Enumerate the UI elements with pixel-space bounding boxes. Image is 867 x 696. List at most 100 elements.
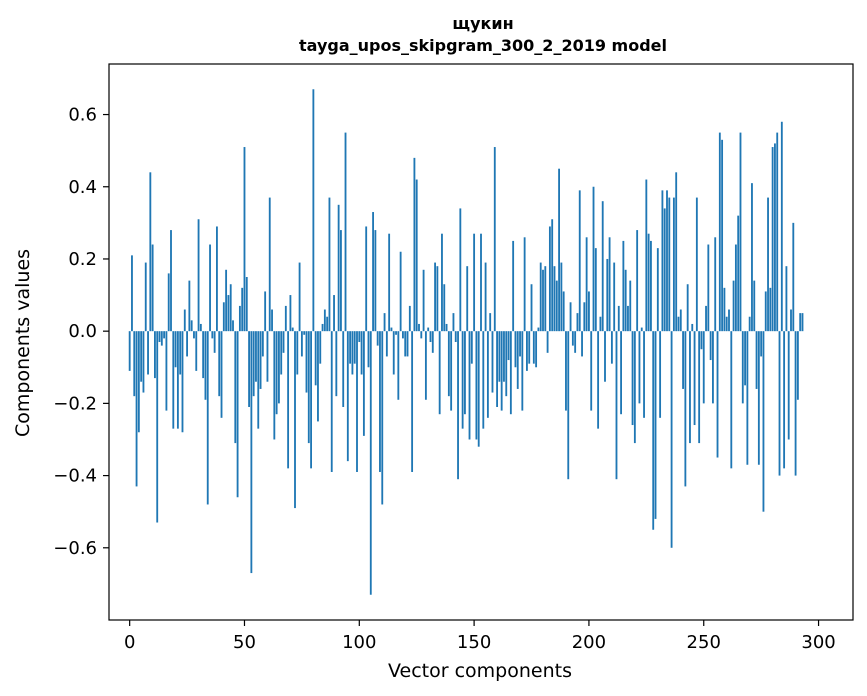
- y-axis-ticks: −0.6 −0.4 −0.2 0.0 0.2 0.4 0.6: [53, 105, 109, 559]
- bar-104: [367, 331, 370, 368]
- bar-132: [431, 331, 434, 353]
- bar-175: [530, 284, 533, 332]
- bar-160: [496, 331, 498, 407]
- bar-182: [546, 331, 549, 353]
- bar-176: [532, 331, 535, 364]
- bar-112: [385, 331, 388, 357]
- bar-278: [767, 197, 769, 332]
- bar-279: [769, 287, 772, 332]
- bar-179: [539, 262, 542, 332]
- bar-237: [672, 197, 675, 332]
- bar-270: [748, 316, 751, 332]
- bar-226: [647, 233, 650, 332]
- bar-197: [581, 331, 583, 357]
- bar-170: [519, 331, 521, 357]
- bar-177: [535, 331, 538, 368]
- x-tick-label: 200: [572, 632, 606, 653]
- bar-53: [250, 331, 253, 574]
- bar-84: [321, 323, 324, 332]
- bar-48: [238, 305, 241, 332]
- bar-96: [349, 331, 352, 364]
- bar-123: [411, 331, 414, 472]
- bar-126: [418, 323, 420, 332]
- bar-218: [629, 280, 632, 332]
- bar-193: [571, 331, 574, 346]
- x-axis-ticks: 0 50 100 150 200 250 300: [124, 620, 836, 653]
- x-tick-label: 150: [457, 632, 491, 653]
- bar-292: [799, 313, 802, 332]
- bar-152: [477, 331, 480, 447]
- x-tick-label: 250: [687, 632, 721, 653]
- bar-98: [353, 331, 356, 364]
- bar-89: [333, 295, 335, 332]
- bar-150: [473, 233, 476, 332]
- bar-113: [388, 233, 391, 332]
- bar-92: [340, 230, 342, 332]
- bar-163: [503, 331, 505, 382]
- bar-272: [753, 280, 756, 332]
- bar-37: [213, 331, 216, 353]
- bar-129: [424, 331, 427, 400]
- bar-20: [174, 331, 177, 368]
- bar-261: [728, 309, 730, 332]
- bar-100: [358, 331, 361, 342]
- bar-184: [551, 219, 554, 332]
- bar-198: [583, 302, 586, 332]
- bar-35: [209, 244, 211, 332]
- bar-205: [599, 316, 602, 332]
- bar-27: [190, 320, 193, 332]
- bar-166: [509, 331, 512, 415]
- bar-273: [755, 331, 758, 389]
- bar-164: [505, 331, 508, 397]
- bar-128: [422, 269, 425, 332]
- bar-124: [413, 157, 416, 332]
- bar-285: [783, 331, 786, 469]
- bar-287: [787, 331, 790, 440]
- bar-251: [705, 305, 707, 332]
- bar-43: [227, 295, 230, 332]
- bar-168: [514, 331, 517, 368]
- bar-262: [730, 331, 733, 469]
- bar-139: [447, 331, 450, 397]
- bar-254: [712, 331, 714, 404]
- bar-22: [179, 331, 182, 375]
- bar-16: [165, 331, 168, 411]
- bar-116: [395, 331, 397, 335]
- bar-259: [723, 287, 726, 332]
- bar-162: [500, 331, 503, 411]
- bar-115: [392, 331, 395, 375]
- bar-18: [170, 230, 172, 332]
- bar-247: [695, 197, 698, 332]
- bar-264: [734, 244, 737, 332]
- y-tick-label: 0.0: [68, 321, 97, 342]
- bar-280: [771, 147, 774, 332]
- bar-189: [562, 291, 565, 332]
- bar-72: [294, 331, 296, 509]
- bar-131: [429, 331, 432, 342]
- bar-137: [443, 284, 446, 332]
- bar-66: [280, 331, 283, 375]
- bar-70: [289, 295, 292, 332]
- bar-181: [544, 266, 547, 332]
- x-tick-label: 50: [233, 632, 256, 653]
- bar-13: [158, 331, 161, 342]
- bar-155: [484, 262, 487, 332]
- bar-78: [307, 331, 310, 444]
- bar-32: [202, 331, 205, 379]
- x-axis-label: Vector components: [388, 660, 572, 682]
- bar-68: [284, 305, 287, 332]
- bar-172: [523, 237, 526, 332]
- bar-277: [764, 291, 767, 332]
- bar-291: [796, 331, 799, 400]
- bar-239: [677, 316, 680, 332]
- bar-212: [615, 331, 618, 480]
- bar-271: [751, 183, 753, 332]
- bar-23: [181, 331, 184, 433]
- bar-122: [408, 305, 411, 332]
- x-tick-label: 0: [124, 632, 135, 653]
- chart-subtitle: tayga_upos_skipgram_300_2_2019 model: [299, 36, 667, 55]
- bar-30: [197, 219, 200, 332]
- y-axis-label: Components values: [12, 249, 34, 437]
- bar-121: [406, 331, 409, 357]
- bar-220: [633, 331, 636, 444]
